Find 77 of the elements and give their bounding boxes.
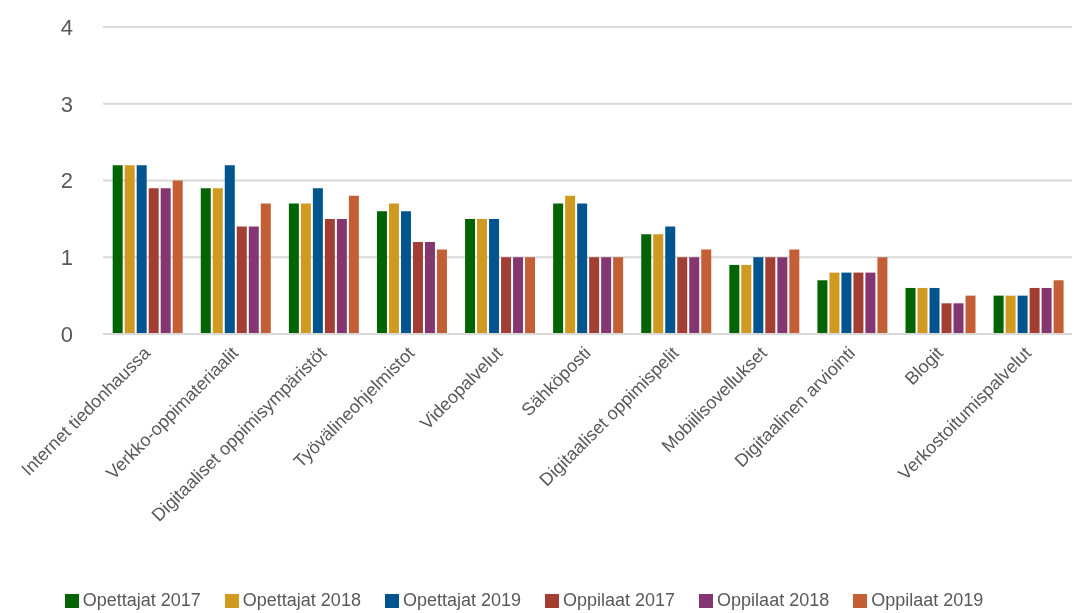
bar — [260, 203, 271, 334]
legend-label: Oppilaat 2018 — [717, 590, 830, 610]
bar — [312, 188, 323, 334]
bar — [388, 203, 399, 334]
bar — [376, 211, 387, 334]
bar — [965, 295, 976, 334]
bar — [525, 257, 536, 334]
bar — [1053, 280, 1064, 334]
bar — [865, 272, 876, 334]
bar — [200, 188, 211, 334]
bar — [741, 264, 752, 334]
bar — [324, 218, 335, 334]
bar — [300, 203, 311, 334]
bar — [589, 257, 600, 334]
y-tick-label: 1 — [60, 245, 73, 271]
bar — [513, 257, 524, 334]
bar — [613, 257, 624, 334]
y-tick-label: 4 — [60, 14, 73, 40]
bar — [412, 241, 423, 334]
bar — [665, 226, 676, 334]
bar — [248, 226, 259, 334]
bar — [753, 257, 764, 334]
bar — [348, 195, 359, 334]
bar — [336, 218, 347, 334]
bar — [877, 257, 888, 334]
bar — [1041, 287, 1052, 334]
bar — [172, 180, 183, 334]
bar — [1029, 287, 1040, 334]
bar — [1017, 295, 1028, 334]
bar — [817, 280, 828, 334]
bar — [829, 272, 840, 334]
bar — [765, 257, 776, 334]
bar — [953, 303, 964, 334]
bar — [1005, 295, 1016, 334]
bar — [777, 257, 788, 334]
bar — [729, 264, 740, 334]
bar — [160, 188, 171, 334]
bar — [905, 287, 916, 334]
bar — [112, 165, 123, 334]
bar — [565, 195, 576, 334]
bar — [477, 218, 488, 334]
bar — [701, 249, 712, 334]
legend-label: Oppilaat 2017 — [563, 590, 676, 610]
bar — [653, 234, 664, 334]
bar — [917, 287, 928, 334]
bar — [553, 203, 564, 334]
bar — [641, 234, 652, 334]
bar — [400, 211, 411, 334]
bar — [941, 303, 952, 334]
bar — [841, 272, 852, 334]
bar — [853, 272, 864, 334]
legend-label: Oppilaat 2019 — [871, 590, 984, 610]
bar — [136, 165, 147, 334]
bar — [501, 257, 512, 334]
bar — [236, 226, 247, 334]
legend-label: Opettajat 2019 — [402, 590, 521, 610]
bar — [489, 218, 500, 334]
bar — [288, 203, 299, 334]
bar — [993, 295, 1004, 334]
bar — [677, 257, 688, 334]
bar — [929, 287, 940, 334]
bar — [577, 203, 588, 334]
bar — [124, 165, 135, 334]
legend-label: Opettajat 2018 — [242, 590, 361, 610]
bar — [689, 257, 700, 334]
bar — [424, 241, 435, 334]
bar — [789, 249, 800, 334]
bar — [601, 257, 612, 334]
bar — [465, 218, 476, 334]
bar — [212, 188, 223, 334]
y-tick-label: 0 — [60, 321, 73, 347]
bar — [224, 165, 235, 334]
y-tick-label: 2 — [60, 168, 73, 194]
bar — [148, 188, 159, 334]
legend-label: Opettajat 2017 — [82, 590, 201, 610]
y-tick-label: 3 — [60, 91, 73, 117]
bar — [436, 249, 447, 334]
